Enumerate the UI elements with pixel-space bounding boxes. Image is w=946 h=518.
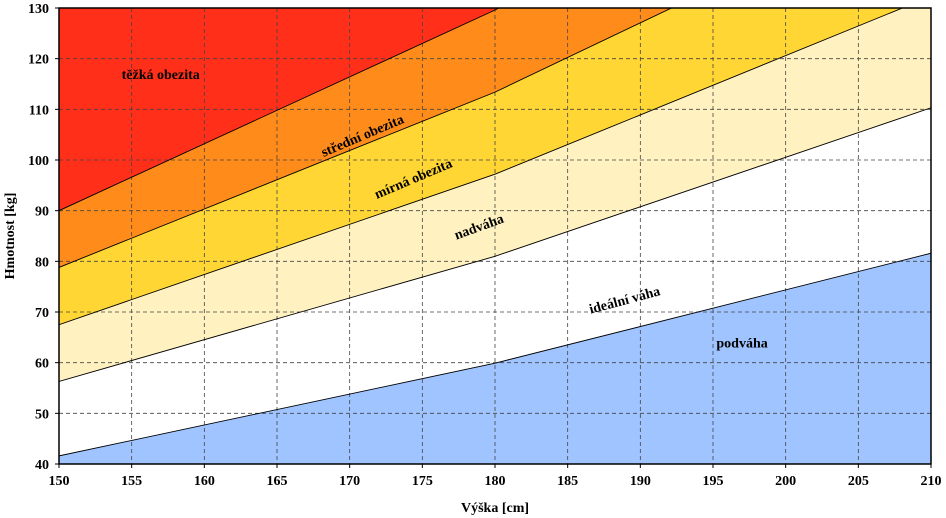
x-tick-label: 185 (557, 474, 578, 489)
zone-label-tezka-obezita: těžká obezita (122, 68, 200, 83)
y-tick-label: 80 (35, 255, 49, 270)
x-tick-label: 180 (485, 474, 506, 489)
x-tick-label: 160 (194, 474, 215, 489)
y-tick-label: 100 (28, 154, 49, 169)
x-tick-label: 205 (848, 474, 869, 489)
x-tick-label: 165 (267, 474, 288, 489)
x-tick-label: 155 (121, 474, 142, 489)
y-tick-label: 70 (35, 306, 49, 321)
zone-boundaries (59, 8, 931, 457)
x-tick-label: 200 (775, 474, 796, 489)
y-tick-label: 50 (35, 407, 49, 422)
x-tick-label: 210 (921, 474, 942, 489)
y-tick-label: 60 (35, 357, 49, 372)
y-tick-label: 130 (28, 2, 49, 17)
y-tick-label: 90 (35, 205, 49, 220)
x-tick-label: 170 (339, 474, 360, 489)
x-tick-label: 195 (703, 474, 724, 489)
x-tick-label: 175 (412, 474, 433, 489)
boundary-line-podvaha (59, 252, 931, 457)
zone-label-podvaha: podváha (716, 336, 767, 351)
grid-lines (59, 8, 931, 464)
boundary-line-stredni-obezita (59, 8, 500, 212)
y-tick-label: 120 (28, 53, 49, 68)
boundary-line-mirna-obezita (59, 8, 673, 268)
boundary-line-idealni-vaha (59, 107, 931, 382)
x-axis-ticks: 150 155 160 165 170 175 180 185 190 195 200 205 210 (49, 464, 942, 489)
x-axis-title: Výška [cm] (461, 501, 529, 516)
zone-podvaha (59, 253, 931, 464)
boundary-line-nadvaha (59, 8, 904, 326)
y-tick-label: 40 (35, 458, 49, 473)
x-tick-label: 190 (630, 474, 651, 489)
y-axis-ticks: 40 50 60 70 80 90 100 110 120 130 (28, 2, 59, 473)
y-axis-title: Hmotnost [kg] (3, 193, 18, 280)
y-tick-label: 110 (29, 103, 49, 118)
x-tick-label: 150 (49, 474, 70, 489)
